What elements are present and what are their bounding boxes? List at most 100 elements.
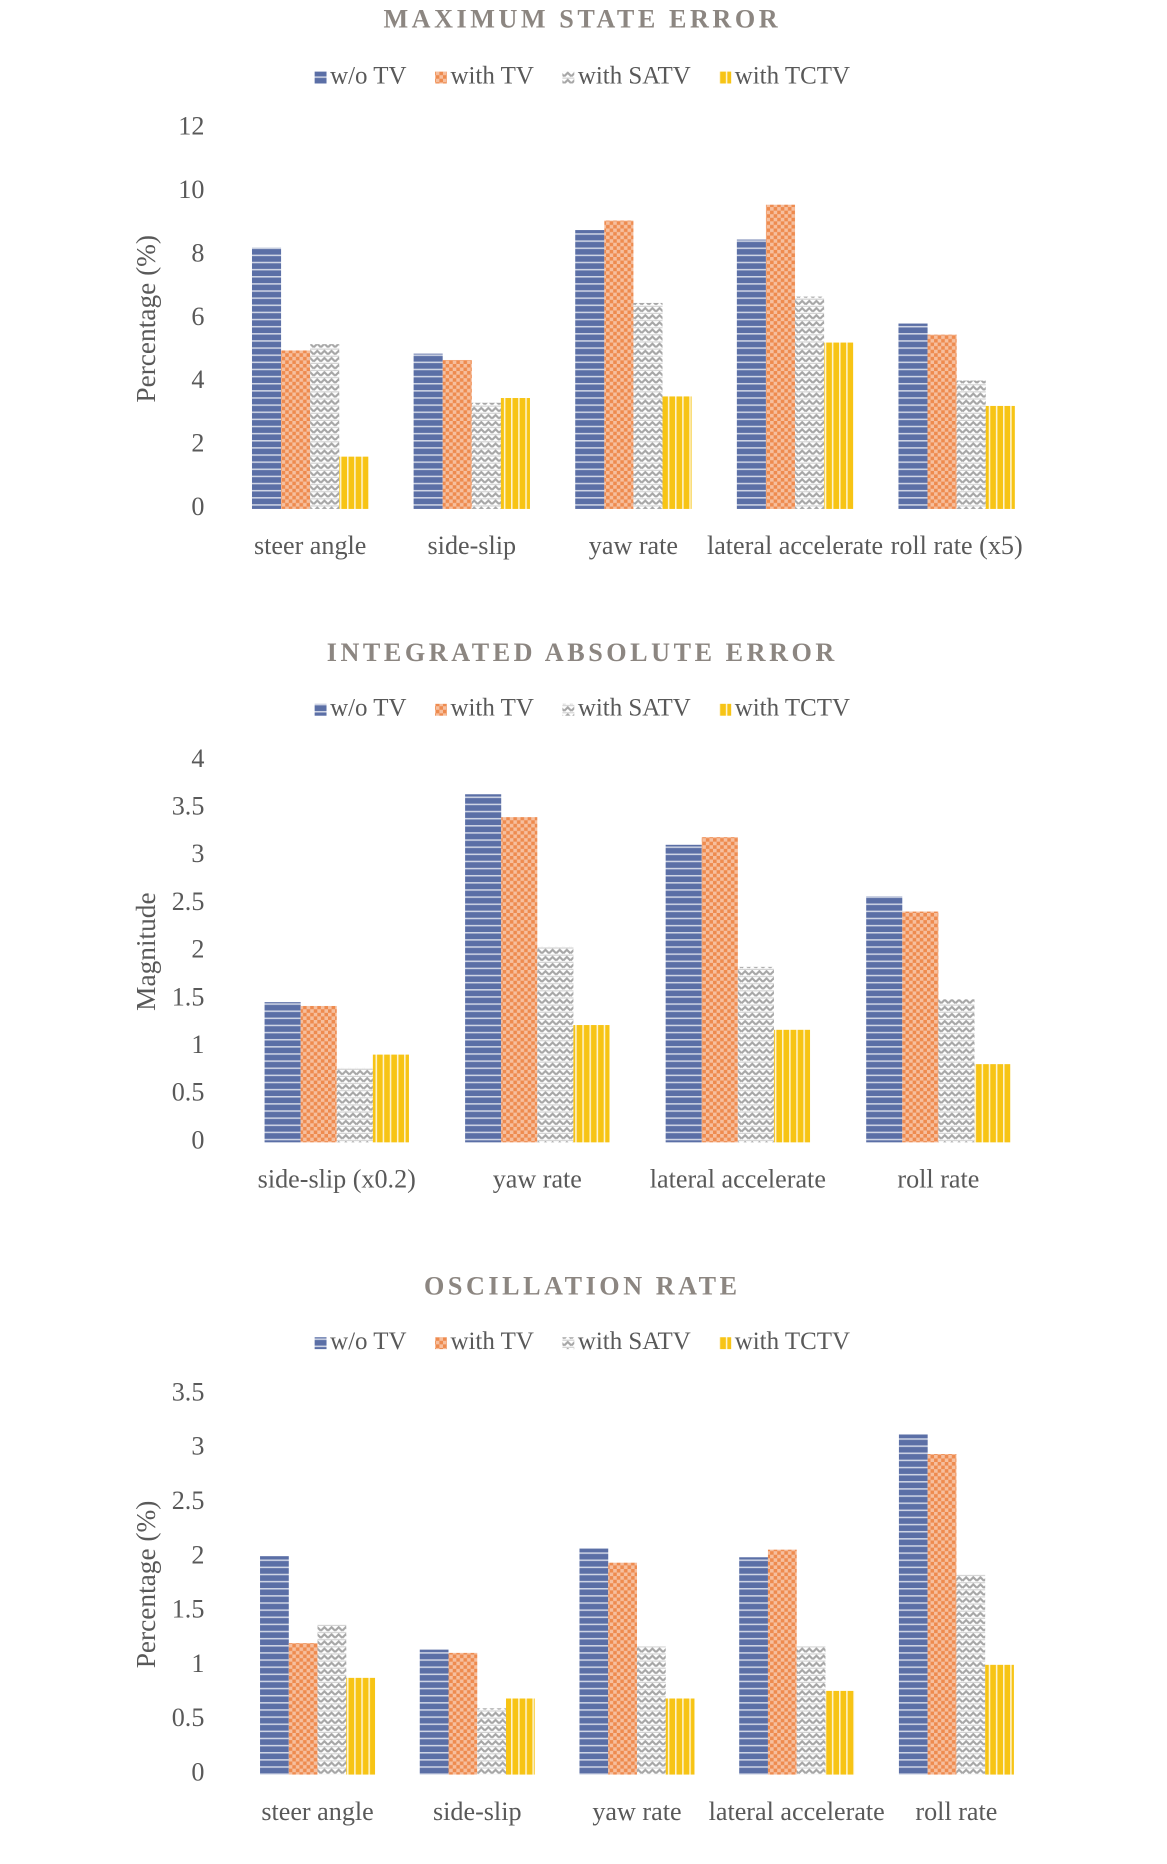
legend-swatch (562, 703, 575, 716)
y-tick-label: 6 (191, 302, 204, 331)
bar (956, 1574, 986, 1775)
legend-label: with TCTV (735, 694, 850, 721)
bar (902, 911, 939, 1143)
legend-label: with TV (450, 62, 533, 89)
bar (465, 794, 502, 1143)
bar (736, 239, 766, 509)
bar (898, 323, 928, 509)
legend-swatch (562, 71, 575, 84)
x-tick-label: roll rate (897, 1165, 979, 1194)
legend-label: w/o TV (330, 1328, 406, 1355)
x-tick-label: side-slip (x0.2) (258, 1165, 416, 1194)
legend-swatch (314, 1337, 327, 1350)
legend: w/o TV with TV with SATV with TCTV (314, 62, 850, 89)
y-tick-label: 1.5 (172, 982, 205, 1011)
legend-label: with SATV (578, 694, 691, 721)
y-axis-label: Percentage (%) (131, 235, 161, 403)
bar (317, 1624, 347, 1775)
legend: w/o TV with TV with SATV with TCTV (314, 694, 850, 721)
bar (281, 350, 311, 509)
legend: w/o TV with TV with SATV with TCTV (314, 1328, 850, 1355)
bar (339, 456, 369, 509)
y-tick-label: 12 (178, 112, 204, 141)
y-axis-label: Percentage (%) (131, 1501, 161, 1669)
bar (767, 1549, 797, 1775)
bar (633, 302, 663, 509)
x-tick-label: lateral accelerate (709, 1797, 885, 1826)
bar (737, 966, 774, 1143)
x-tick-label: steer angle (261, 1797, 373, 1826)
bar (448, 1652, 478, 1775)
chart-title: INTEGRATED ABSOLUTE ERROR (327, 638, 838, 667)
bar (579, 1548, 609, 1775)
bar (310, 344, 340, 509)
y-tick-label: 2 (191, 1540, 204, 1569)
bar (413, 353, 443, 509)
bar (866, 896, 903, 1143)
x-tick-label: yaw rate (493, 1165, 582, 1194)
bar (825, 1690, 855, 1775)
x-tick-label: side-slip (433, 1797, 522, 1826)
bar (506, 1698, 535, 1775)
bar (442, 359, 472, 509)
y-tick-label: 3.5 (172, 1377, 205, 1406)
y-tick-label: 3.5 (172, 792, 205, 821)
legend-swatch (719, 71, 732, 84)
bar (500, 398, 530, 509)
y-tick-label: 0.5 (172, 1703, 205, 1732)
legend-label: with TV (450, 1328, 533, 1355)
bar (985, 1664, 1014, 1775)
legend-swatch (719, 703, 732, 716)
bar (665, 1698, 695, 1775)
bar (927, 334, 957, 509)
bar (662, 396, 692, 509)
bar (300, 1005, 337, 1143)
legend-swatch (562, 1337, 575, 1350)
y-tick-label: 8 (191, 238, 204, 267)
bar (372, 1054, 409, 1143)
chart-title: OSCILLATION RATE (424, 1272, 741, 1301)
y-tick-label: 0 (191, 492, 204, 521)
bar (336, 1067, 373, 1143)
legend-swatch (719, 1337, 732, 1350)
y-tick-label: 3 (191, 1432, 204, 1461)
y-tick-label: 1 (191, 1030, 204, 1059)
legend-label: w/o TV (330, 694, 406, 721)
bar (501, 817, 538, 1143)
y-tick-label: 3 (191, 839, 204, 868)
bar (251, 247, 282, 509)
bar (974, 1064, 1011, 1143)
bar (608, 1562, 637, 1775)
legend-label: with SATV (578, 1328, 691, 1355)
bar (795, 296, 825, 509)
bar (264, 1002, 301, 1143)
y-tick-label: 0 (191, 1758, 204, 1787)
y-tick-label: 2.5 (172, 887, 205, 916)
legend-swatch (314, 71, 327, 84)
bar (956, 380, 986, 509)
bar (288, 1643, 318, 1775)
y-tick-label: 0.5 (172, 1078, 205, 1107)
legend-label: with SATV (578, 62, 691, 89)
bar (665, 844, 702, 1143)
x-tick-label: lateral accelerate (650, 1165, 826, 1194)
bar (701, 837, 738, 1143)
y-tick-label: 1.5 (172, 1595, 205, 1624)
y-tick-label: 10 (178, 175, 204, 204)
bar (419, 1649, 449, 1775)
chart-title: MAXIMUM STATE ERROR (383, 5, 781, 34)
legend-swatch (314, 703, 327, 716)
bar (471, 402, 501, 509)
y-tick-label: 4 (191, 744, 204, 773)
bar (537, 946, 574, 1143)
bar (938, 999, 975, 1143)
x-tick-label: yaw rate (589, 531, 678, 560)
y-tick-label: 1 (191, 1649, 204, 1678)
y-tick-label: 2 (191, 935, 204, 964)
x-tick-label: roll rate (x5) (891, 531, 1023, 560)
bar (636, 1646, 666, 1775)
x-tick-label: steer angle (254, 531, 366, 560)
y-tick-label: 2 (191, 429, 204, 458)
x-tick-label: side-slip (428, 531, 517, 560)
